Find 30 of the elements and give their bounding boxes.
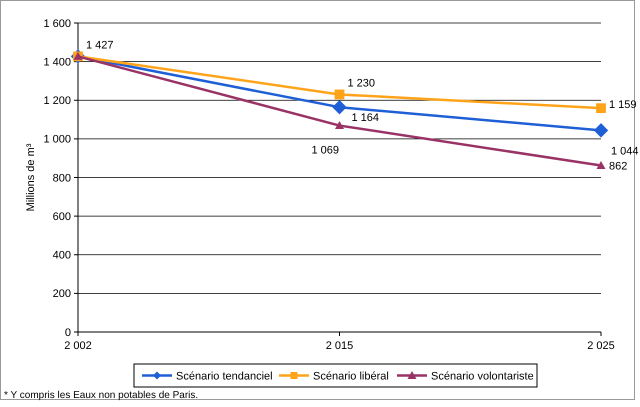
point: [332, 100, 347, 114]
y-tick-label: 200: [52, 288, 71, 300]
point: [334, 90, 344, 100]
point: [335, 121, 344, 130]
y-tick-label: 0: [64, 326, 71, 339]
data-label: 1 164: [352, 112, 380, 124]
y-tick-label: 1 400: [43, 56, 71, 68]
point: [594, 123, 608, 138]
legend-label: Scénario volontariste: [431, 370, 534, 382]
data-label: 1 230: [348, 77, 376, 90]
legend-label: Scénario libéral: [313, 370, 389, 382]
data-label: 1 159: [609, 99, 637, 112]
y-axis-title: Millions de m³: [25, 143, 37, 212]
x-tick-label: 2 015: [326, 340, 354, 352]
legend-label: Scénario tendanciel: [176, 370, 273, 382]
x-tick-label: 2 002: [64, 340, 92, 352]
y-tick-label: 400: [52, 250, 71, 262]
point: [596, 161, 606, 170]
data-label: 1 427: [86, 39, 114, 52]
point: [596, 103, 606, 114]
data-label: 1 069: [312, 144, 340, 157]
y-tick-label: 600: [52, 210, 71, 223]
y-tick-label: 1 600: [43, 18, 71, 30]
data-label: 1 044: [611, 145, 639, 158]
data-label: 862: [609, 160, 628, 173]
x-tick-label: 2 025: [587, 340, 615, 352]
y-tick-label: 1 000: [43, 134, 71, 146]
y-tick-label: 800: [52, 172, 71, 184]
y-tick-label: 1 200: [43, 95, 71, 108]
text: * Y compris les Eaux non potables de Paris.: [4, 390, 198, 401]
